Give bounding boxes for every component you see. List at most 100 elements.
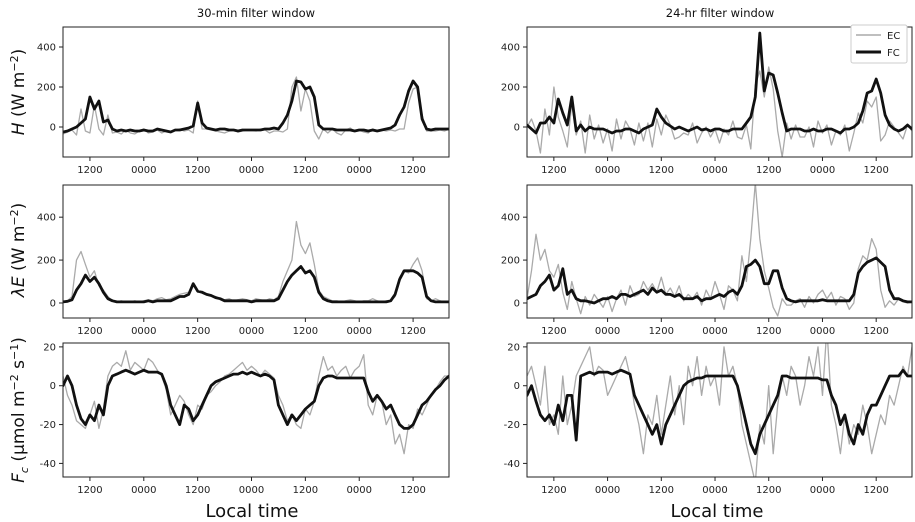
x-label-right: Local time	[670, 501, 763, 522]
series-ec-line	[527, 66, 912, 157]
y-tick-label: 0	[514, 123, 520, 134]
y-label-fc-sup1: −2	[8, 374, 21, 390]
y-label-fc: Fc (μmol m−2 s−1)	[8, 337, 31, 483]
y-tick-label: -20	[504, 420, 520, 431]
x-tick-label: 0000	[347, 485, 372, 496]
y-tick-label: 20	[43, 342, 56, 353]
y-label-h: H (W m−2)	[8, 49, 29, 135]
y-tick-label: -40	[40, 459, 56, 470]
col-title-left: 30-min filter window	[197, 6, 315, 20]
x-tick-label: 0000	[131, 165, 156, 176]
y-tick-label: 400	[37, 213, 56, 224]
series-fc-line	[527, 368, 912, 456]
x-tick-label: 0000	[702, 485, 727, 496]
x-tick-label: 1200	[649, 326, 674, 337]
y-label-le-unit: (W m	[9, 226, 29, 277]
x-tick-label: 0000	[702, 326, 727, 337]
legend: EC FC	[850, 24, 908, 64]
panel-0-1: 0 200 400 1200 0000 1200 0000 1200 0000 1200	[501, 26, 913, 176]
x-tick-label: 1200	[185, 326, 210, 337]
series-fc-line	[527, 256, 912, 305]
plot-frame	[526, 26, 913, 158]
plot-frame	[62, 342, 450, 478]
x-tick-label: 1200	[185, 485, 210, 496]
x-tick-label: 0000	[131, 326, 156, 337]
x-tick-label: 0000	[702, 165, 727, 176]
y-tick-label: 0	[514, 381, 520, 392]
x-tick-label: 0000	[239, 326, 264, 337]
plot-frame	[62, 184, 450, 319]
col-title-right: 24-hr filter window	[666, 6, 775, 20]
series-ec-line	[527, 343, 912, 477]
x-tick-label: 1200	[541, 485, 566, 496]
panel-0-0: 0 200 400 1200 0000 1200 0000 1200 0000 1200	[37, 26, 450, 176]
y-label-le: λE (W m−2)	[8, 203, 29, 298]
plot-frame	[62, 26, 450, 158]
x-tick-label: 1200	[541, 165, 566, 176]
x-tick-label: 0000	[239, 485, 264, 496]
x-tick-label: 1200	[185, 165, 210, 176]
y-label-h-tail: )	[9, 49, 29, 56]
x-label-left: Local time	[205, 501, 298, 522]
y-tick-label: 0	[50, 298, 56, 309]
x-tick-label: 1200	[400, 485, 425, 496]
y-tick-label: 200	[501, 83, 520, 94]
y-label-h-sup: −2	[8, 55, 21, 71]
x-tick-label: 1200	[863, 326, 888, 337]
x-tick-label: 1200	[293, 326, 318, 337]
x-tick-label: 1200	[293, 485, 318, 496]
y-label-le-sup: −2	[8, 209, 21, 225]
x-tick-label: 0000	[810, 165, 835, 176]
x-tick-label: 1200	[863, 485, 888, 496]
y-label-le-sym: λE	[9, 276, 29, 298]
y-tick-label: 200	[37, 83, 56, 94]
x-tick-label: 1200	[77, 326, 102, 337]
y-tick-label: 0	[50, 123, 56, 134]
y-label-h-sym: H	[9, 122, 29, 135]
y-label-fc-unit: (μmol m	[9, 391, 29, 468]
y-tick-label: -20	[40, 420, 56, 431]
y-label-fc-sub: c	[18, 467, 31, 473]
series-fc-line	[527, 31, 912, 135]
x-tick-label: 1200	[756, 485, 781, 496]
x-tick-label: 1200	[77, 165, 102, 176]
y-label-fc-tail: )	[9, 337, 29, 344]
panel-2-0: -40 -20 0 20 1200 0000 1200 0000 1200 0000 1200	[40, 342, 450, 496]
x-tick-label: 0000	[347, 165, 372, 176]
series-fc-line	[63, 368, 449, 430]
panel-2-1: -40 -20 0 20 1200 0000 1200 0000 1200 0000 1200	[504, 342, 913, 496]
y-tick-label: 400	[37, 43, 56, 54]
x-tick-label: 0000	[595, 326, 620, 337]
series-fc-line	[63, 265, 449, 304]
y-tick-label: 400	[501, 213, 520, 224]
x-tick-label: 0000	[595, 165, 620, 176]
y-tick-label: 0	[50, 381, 56, 392]
x-tick-label: 0000	[131, 485, 156, 496]
legend-fc-label: FC	[887, 48, 900, 59]
x-tick-label: 1200	[293, 165, 318, 176]
x-tick-label: 0000	[239, 165, 264, 176]
y-tick-label: 200	[501, 256, 520, 267]
y-label-h-unit: (W m	[9, 72, 29, 123]
x-tick-label: 0000	[595, 485, 620, 496]
y-tick-label: 0	[514, 298, 520, 309]
x-tick-label: 0000	[347, 326, 372, 337]
panel-1-0: 0 200 400 1200 0000 1200 0000 1200 0000 1200	[37, 184, 450, 337]
x-tick-label: 1200	[541, 326, 566, 337]
y-tick-label: 20	[507, 342, 520, 353]
series-ec-line	[63, 350, 449, 455]
y-tick-label: 200	[37, 256, 56, 267]
y-label-le-tail: )	[9, 203, 29, 210]
y-label-fc-mid: s	[9, 360, 29, 374]
plot-frame	[526, 342, 913, 478]
x-tick-label: 1200	[649, 165, 674, 176]
plot-frame	[526, 184, 913, 319]
legend-ec-label: EC	[887, 31, 900, 42]
series-fc-line	[63, 79, 449, 134]
x-tick-label: 1200	[756, 165, 781, 176]
x-tick-label: 1200	[649, 485, 674, 496]
series-ec-line	[63, 220, 449, 303]
x-tick-label: 1200	[77, 485, 102, 496]
x-tick-label: 0000	[810, 326, 835, 337]
